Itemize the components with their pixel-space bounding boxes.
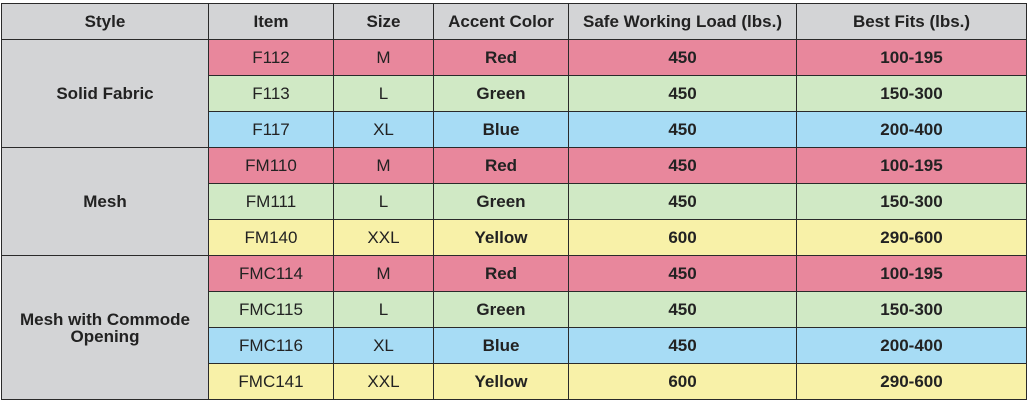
table-row: FMC115 L Green 450 150-300 <box>2 291 1027 328</box>
best-fits-cell: 100-195 <box>796 39 1027 76</box>
size-cell: XXL <box>333 363 434 400</box>
best-fits-cell: 150-300 <box>796 291 1027 328</box>
size-cell: XL <box>333 327 434 364</box>
table-row: FM111 L Green 450 150-300 <box>2 183 1027 220</box>
load-cell: 450 <box>568 111 797 148</box>
load-cell: 450 <box>568 183 797 220</box>
header-best-fits: Best Fits (lbs.) <box>796 3 1027 40</box>
table-row: F113 L Green 450 150-300 <box>2 75 1027 112</box>
item-cell: F112 <box>208 39 334 76</box>
item-cell: F117 <box>208 111 334 148</box>
item-cell: FM140 <box>208 219 334 256</box>
table-row: FMC116 XL Blue 450 200-400 <box>2 327 1027 364</box>
load-cell: 450 <box>568 147 797 184</box>
table-row: Solid Fabric F112 M Red 450 100-195 <box>1 39 1027 148</box>
accent-color-cell: Red <box>433 147 569 184</box>
item-cell: FM110 <box>208 147 334 184</box>
best-fits-cell: 200-400 <box>796 327 1027 364</box>
best-fits-cell: 100-195 <box>796 147 1027 184</box>
accent-color-cell: Blue <box>433 111 569 148</box>
accent-color-cell: Green <box>433 75 569 112</box>
accent-color-cell: Green <box>433 183 569 220</box>
item-cell: FMC115 <box>208 291 334 328</box>
table-row: FM140 XXL Yellow 600 290-600 <box>2 219 1027 256</box>
header-item: Item <box>208 3 334 40</box>
size-cell: M <box>333 147 434 184</box>
load-cell: 600 <box>568 363 797 400</box>
size-cell: XL <box>333 111 434 148</box>
header-size: Size <box>333 3 434 40</box>
best-fits-cell: 290-600 <box>796 363 1027 400</box>
item-cell: F113 <box>208 75 334 112</box>
product-table: Style Item Size Accent Color Safe Workin… <box>1 3 1027 400</box>
load-cell: 450 <box>568 291 797 328</box>
size-cell: M <box>333 255 434 292</box>
item-cell: FMC114 <box>208 255 334 292</box>
size-cell: L <box>333 291 434 328</box>
load-cell: 450 <box>568 75 797 112</box>
accent-color-cell: Yellow <box>433 363 569 400</box>
style-cell: Solid Fabric <box>1 39 209 148</box>
style-cell: Mesh with Commode Opening <box>1 255 209 400</box>
table-row: Mesh with Commode Opening FMC114 M Red 450 10… <box>1 255 1027 400</box>
style-cell: Mesh <box>1 147 209 256</box>
best-fits-cell: 100-195 <box>796 255 1027 292</box>
header-style: Style <box>1 3 209 40</box>
table-row: FMC141 XXL Yellow 600 290-600 <box>2 363 1027 400</box>
accent-color-cell: Red <box>433 39 569 76</box>
size-cell: L <box>333 183 434 220</box>
accent-color-cell: Yellow <box>433 219 569 256</box>
item-cell: FMC116 <box>208 327 334 364</box>
header-safe-working-load: Safe Working Load (lbs.) <box>568 3 797 40</box>
size-cell: XXL <box>333 219 434 256</box>
best-fits-cell: 150-300 <box>796 75 1027 112</box>
best-fits-cell: 200-400 <box>796 111 1027 148</box>
header-accent-color: Accent Color <box>433 3 569 40</box>
best-fits-cell: 150-300 <box>796 183 1027 220</box>
load-cell: 450 <box>568 255 797 292</box>
item-cell: FMC141 <box>208 363 334 400</box>
size-cell: L <box>333 75 434 112</box>
table-row: Mesh FM110 M Red 450 100-195 <box>1 147 1027 256</box>
item-cell: FM111 <box>208 183 334 220</box>
accent-color-cell: Blue <box>433 327 569 364</box>
load-cell: 450 <box>568 39 797 76</box>
best-fits-cell: 290-600 <box>796 219 1027 256</box>
header-row: Style Item Size Accent Color Safe Workin… <box>1 3 1027 40</box>
load-cell: 600 <box>568 219 797 256</box>
size-cell: M <box>333 39 434 76</box>
accent-color-cell: Red <box>433 255 569 292</box>
load-cell: 450 <box>568 327 797 364</box>
accent-color-cell: Green <box>433 291 569 328</box>
